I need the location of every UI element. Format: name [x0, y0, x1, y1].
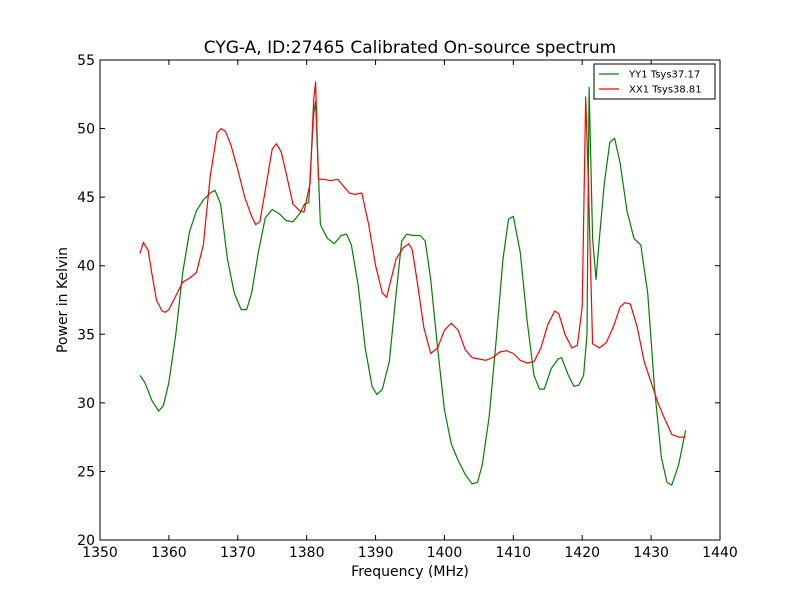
y-tick-label: 40 [77, 259, 95, 275]
x-tick-label: 1440 [702, 545, 738, 561]
legend-label-0: YY1 Tsys37.17 [628, 70, 700, 81]
series-line-1 [139, 81, 686, 438]
x-tick-label: 1430 [633, 545, 669, 561]
y-axis: 20 25 30 35 40 45 50 55 [77, 53, 720, 549]
series-layer [139, 81, 687, 486]
y-tick-label: 55 [77, 53, 95, 69]
y-tick-label: 50 [77, 122, 95, 138]
x-axis: 1350 1360 1370 1380 1390 1400 1410 1420 1430 1440 [82, 60, 738, 561]
y-tick-label: 30 [77, 396, 95, 412]
x-tick-label: 1360 [151, 545, 187, 561]
legend: YY1 Tsys37.17 XX1 Tsys38.81 [593, 63, 716, 100]
y-tick-label: 25 [77, 464, 95, 480]
legend-label-1: XX1 Tsys38.81 [629, 85, 702, 96]
series-line-0 [139, 86, 687, 486]
y-tick-label: 35 [77, 327, 95, 343]
y-tick-label: 45 [77, 190, 95, 206]
y-axis-title: Power in Kelvin [55, 247, 71, 353]
x-axis-title: Frequency (MHz) [351, 564, 469, 580]
x-tick-label: 1390 [358, 545, 394, 561]
x-tick-label: 1410 [496, 545, 532, 561]
x-tick-label: 1420 [564, 545, 600, 561]
x-tick-label: 1380 [289, 545, 325, 561]
plot-frame [99, 59, 721, 541]
y-tick-label: 20 [77, 533, 95, 549]
x-tick-label: 1400 [427, 545, 463, 561]
chart-title: CYG-A, ID:27465 Calibrated On-source spe… [204, 38, 616, 58]
legend-box [593, 63, 716, 100]
x-tick-label: 1370 [220, 545, 256, 561]
x-tick-label: 1350 [82, 545, 118, 561]
